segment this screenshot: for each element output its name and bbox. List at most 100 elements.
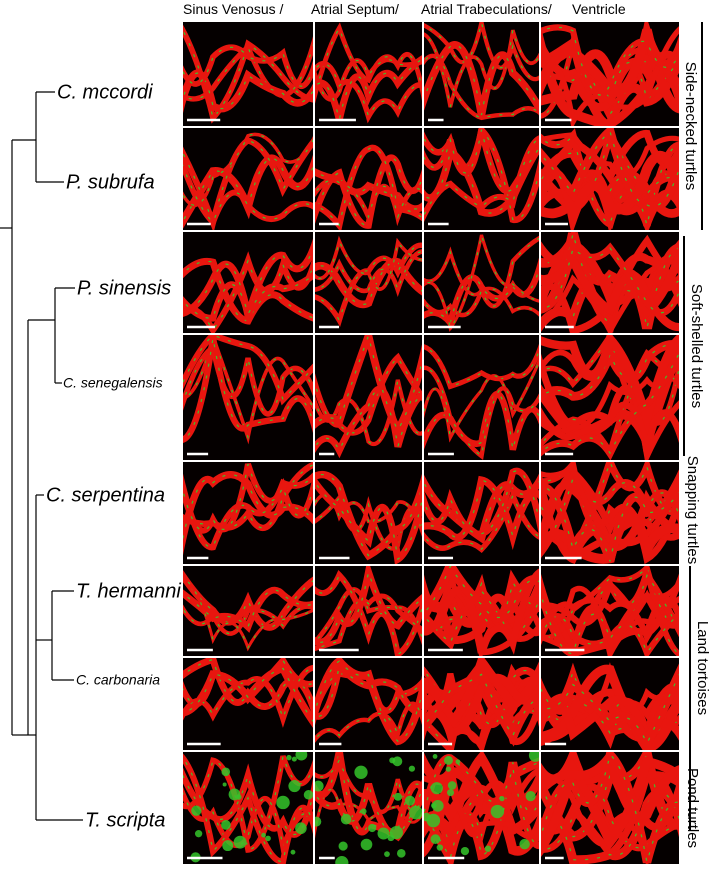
tissue-edge (183, 164, 313, 224)
tissue-edge (183, 606, 313, 635)
tissue (424, 22, 539, 82)
tissue (541, 28, 679, 114)
tissue-edge (424, 479, 539, 539)
tissue (541, 24, 679, 98)
tissue-edge (315, 664, 422, 717)
tissue-edge (541, 352, 679, 454)
tissue (424, 673, 539, 738)
micrograph (424, 566, 539, 656)
tissue-edge (183, 577, 313, 650)
green-stain (315, 780, 324, 792)
species-label: C. serpentina (46, 484, 165, 506)
micrograph (315, 752, 422, 864)
micrograph (183, 22, 313, 126)
tissue-edge (315, 703, 422, 741)
green-stain (303, 790, 313, 800)
tissue-edge (183, 335, 313, 401)
micrograph (315, 232, 422, 333)
tissue-edge (315, 473, 422, 557)
green-stain (222, 782, 227, 787)
green-stain (288, 779, 301, 793)
tissue-edge (183, 72, 313, 110)
micrograph (315, 566, 422, 656)
green-stain (426, 813, 441, 828)
tissue (424, 761, 539, 864)
tissue (183, 337, 313, 443)
tissue-edge (315, 588, 422, 644)
tissue (424, 752, 539, 856)
green-stain (445, 766, 452, 772)
green-stain (430, 834, 441, 845)
micrograph (183, 566, 313, 656)
tissue-edge (424, 673, 539, 738)
green-stain (519, 838, 530, 850)
micrograph (541, 566, 679, 656)
group-label: Snapping turtles (684, 456, 701, 564)
tissue-edge (315, 752, 422, 838)
species-label: T. scripta (85, 809, 165, 831)
green-stain (295, 752, 308, 761)
green-stain (291, 756, 297, 762)
column-header: Sinus Venosus / (183, 1, 284, 17)
tissue (541, 340, 679, 402)
green-stain (389, 825, 404, 840)
green-stain (396, 849, 406, 858)
micrograph (424, 335, 539, 460)
green-stain (340, 813, 352, 825)
tissue (315, 55, 422, 121)
micrograph (541, 335, 679, 460)
column-header: Atrial Trabeculations/ (421, 1, 552, 17)
micrograph (541, 128, 679, 230)
green-stain (315, 816, 322, 827)
micrograph (424, 752, 539, 864)
tissue-edge (315, 261, 422, 305)
tissue-edge (183, 667, 313, 723)
species-label: P. subrufa (66, 171, 155, 193)
species-label: T. hermanni (76, 580, 181, 602)
green-stain (404, 795, 416, 806)
tissue-edge (541, 247, 679, 314)
tissue (183, 755, 313, 853)
micrograph (424, 22, 539, 126)
green-stain (368, 823, 377, 833)
tissue-edge (183, 773, 313, 835)
green-stain (335, 856, 349, 864)
tissue-edge (315, 147, 422, 227)
tissue (541, 401, 679, 451)
micrograph-background (315, 232, 422, 333)
micrograph (424, 128, 539, 230)
green-stain (525, 791, 536, 802)
tissue (541, 462, 679, 555)
tissue-edge (424, 234, 539, 330)
tissue-edge (183, 46, 313, 87)
green-stain (338, 841, 348, 851)
tissue-edge (424, 480, 539, 539)
tissue-edge (183, 157, 313, 222)
tissue (315, 335, 422, 438)
tissue-edge (424, 44, 539, 116)
micrograph (541, 462, 679, 564)
tissue (541, 132, 679, 178)
column-header: Ventricle (572, 1, 626, 17)
tissue-edge (541, 152, 679, 214)
tissue-edge (315, 179, 422, 220)
tissue (424, 568, 539, 656)
micrograph (183, 335, 313, 460)
green-stain (276, 795, 290, 810)
species-label: C. carbonaria (76, 672, 160, 688)
phylogenetic-tree (0, 91, 83, 821)
tissue-edge (541, 753, 679, 863)
green-stain (354, 765, 368, 779)
micrograph (315, 22, 422, 126)
green-stain (290, 849, 296, 855)
tissue (424, 752, 539, 844)
green-stain (295, 822, 307, 835)
green-stain (455, 759, 461, 765)
green-stain (447, 789, 455, 797)
tissue-edge (315, 244, 422, 322)
group-label: Land tortoises (694, 621, 709, 715)
tissue-edge (315, 494, 422, 534)
tissue (424, 29, 539, 108)
tissue (541, 756, 679, 857)
micrograph (541, 22, 679, 126)
